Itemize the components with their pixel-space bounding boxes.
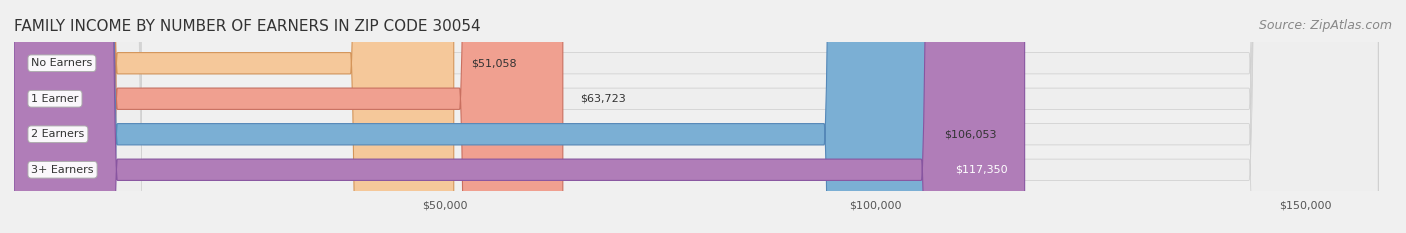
Text: No Earners: No Earners xyxy=(31,58,93,68)
Text: $51,058: $51,058 xyxy=(471,58,516,68)
FancyBboxPatch shape xyxy=(14,0,1025,233)
Text: $106,053: $106,053 xyxy=(945,129,997,139)
Text: FAMILY INCOME BY NUMBER OF EARNERS IN ZIP CODE 30054: FAMILY INCOME BY NUMBER OF EARNERS IN ZI… xyxy=(14,19,481,34)
Text: 2 Earners: 2 Earners xyxy=(31,129,84,139)
FancyBboxPatch shape xyxy=(14,0,1378,233)
FancyBboxPatch shape xyxy=(14,0,1378,233)
Text: 1 Earner: 1 Earner xyxy=(31,94,79,104)
Text: $63,723: $63,723 xyxy=(581,94,626,104)
FancyBboxPatch shape xyxy=(14,0,1378,233)
Text: Source: ZipAtlas.com: Source: ZipAtlas.com xyxy=(1258,19,1392,32)
FancyBboxPatch shape xyxy=(14,0,562,233)
FancyBboxPatch shape xyxy=(14,0,928,233)
FancyBboxPatch shape xyxy=(14,0,454,233)
FancyBboxPatch shape xyxy=(14,0,1378,233)
Text: $117,350: $117,350 xyxy=(955,165,1008,175)
Text: 3+ Earners: 3+ Earners xyxy=(31,165,94,175)
